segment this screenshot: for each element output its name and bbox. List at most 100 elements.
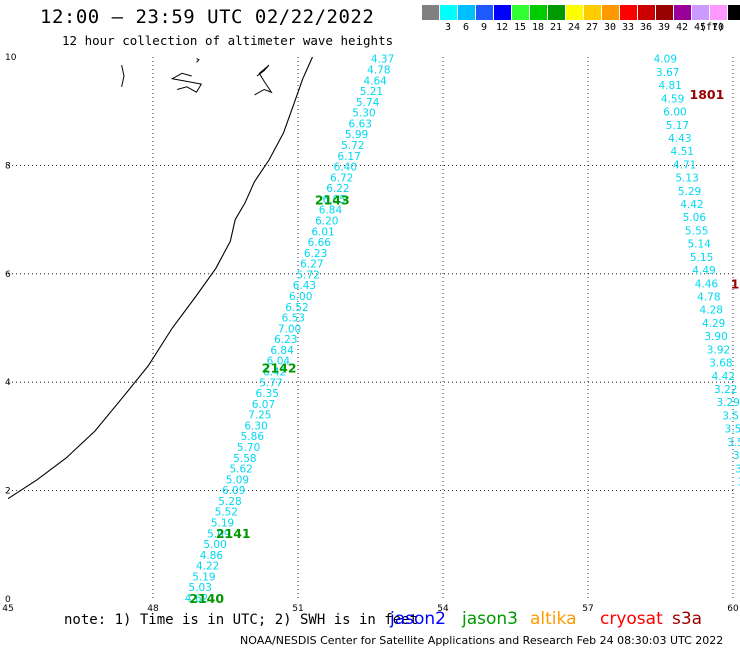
y-tick-label: 6 [5,270,11,280]
legend-swatch [674,5,691,20]
y-tick-label: 8 [5,161,11,171]
wave-height-value: 6.23 [304,248,327,260]
credit-line: NOAA/NESDIS Center for Satellite Applica… [240,634,724,647]
y-tick-label: 0 [5,595,11,605]
legend-swatch [584,5,601,20]
wave-height-value: 4.37 [371,54,394,66]
legend-swatch [566,5,583,20]
wave-height-value: 5.74 [356,97,380,109]
wave-height-value: 5.13 [675,173,698,185]
wave-height-value: 7.00 [278,323,301,335]
wave-height-value: 3.92 [707,344,730,356]
wave-height-value: 4.59 [661,93,684,105]
wave-height-value: 4.49 [692,265,715,277]
x-tick-label: 57 [582,604,593,614]
legend-swatch [458,5,475,20]
wave-height-value: 3.5 [722,410,739,422]
legend-swatch-label: 33 [621,22,635,33]
legend-swatch [548,5,565,20]
wave-height-value: 3.5 [725,424,740,436]
wave-height-value: 4.71 [673,159,696,171]
legend-swatch [638,5,655,20]
wave-height-value: 4.42 [680,199,703,211]
wave-height-value: 4.62 [185,593,208,605]
wave-height-value: 5.62 [229,464,252,476]
wave-height-value: 4.51 [671,146,694,158]
island-path [196,58,200,63]
wave-height-value: 5.14 [687,239,711,251]
x-tick-label: 54 [437,604,449,614]
wave-height-value: 6.72 [330,172,353,184]
wave-height-value: 4.64 [363,75,387,87]
wave-height-value: 5.19 [192,571,215,583]
wave-height-value: 6.43 [293,280,316,292]
wave-height-value: 5.09 [226,474,249,486]
wave-height-value: 4.43 [668,133,691,145]
wave-height-value: 5.09 [207,528,230,540]
x-tick-label: 51 [292,604,303,614]
legend-swatch [692,5,709,20]
wave-height-value: 6.01 [311,226,334,238]
y-tick-label: 10 [5,53,17,63]
island-path [121,64,125,87]
chart-subtitle: 12 hour collection of altimeter wave hei… [62,33,394,48]
coastline [7,56,314,500]
pass-label: 2140 [189,591,224,606]
wave-height-value: 4.81 [658,80,681,92]
legend-swatch-label: 6 [462,22,470,33]
pass-label: 2142 [262,361,297,376]
legend-swatch [656,5,673,20]
axis-ticks: 45 48 51 54 57 60 0 2 4 6 8 10 [2,53,739,614]
wave-height-value: 3. [735,463,740,475]
wave-height-value: 6.53 [282,313,305,325]
wave-height-value: 6.84 [319,205,343,217]
x-tick-label: 60 [727,604,739,614]
wave-height-value: 5.19 [211,517,234,529]
wave-height-value: 7.25 [248,410,271,422]
wave-height-value: 4.78 [697,292,720,304]
legend-swatch [512,5,529,20]
pass-label: 2143 [315,193,350,208]
grid-lines [8,57,734,599]
wave-height-value: 5.77 [259,377,282,389]
y-tick-label: 4 [5,378,11,388]
legend-swatch [530,5,547,20]
legend-swatch-label: 24 [567,22,581,33]
footer-note: note: 1) Time is in UTC; 2) SWH is in fe… [64,612,419,628]
legend-s3a: s3a [672,609,703,629]
wave-height-value: 6.04 [267,356,291,368]
pass-label: 1 [731,277,740,292]
legend-swatch-label: 70 [711,22,725,33]
wave-height-value: 6.05 [323,194,346,206]
wave-height-value: 4.78 [367,64,390,76]
pass-labels: 2143 2142 2141 2140 1801 1 [189,87,739,606]
wave-height-value: 5.00 [203,539,226,551]
wave-height-value: 5.29 [678,186,701,198]
coastline-path [7,56,314,500]
legend-swatch [710,5,727,20]
legend-swatch-label: 45 [693,22,707,33]
wave-height-value: 3.5 [727,437,740,449]
wave-height-value: 4.22 [196,561,219,573]
pass-label: 1801 [690,87,725,102]
wave-height-value: 6.09 [222,485,245,497]
legend-swatch [422,5,439,20]
wave-height-value: 4.86 [200,550,224,562]
wave-height-value: 6.30 [244,420,267,432]
wave-height-value: 4.29 [702,318,725,330]
wave-height-value: 6.66 [308,237,332,249]
island-path [170,72,203,93]
legend-swatch-label: 21 [549,22,563,33]
legend-altika: altika [530,609,577,629]
legend-swatch [476,5,493,20]
wave-height-value: 5.21 [360,86,383,98]
wave-height-value: 3.29 [716,397,739,409]
wave-height-value: 6.35 [256,388,279,400]
wave-height-value: 6.84 [270,345,294,357]
legend-swatch-label: 12 [495,22,509,33]
wave-height-value: 5.17 [666,120,689,132]
legend-swatch [620,5,637,20]
wave-height-value: 3.22 [714,384,737,396]
wave-height-value: 6.42 [263,366,286,378]
pass-label: 2141 [216,526,251,541]
